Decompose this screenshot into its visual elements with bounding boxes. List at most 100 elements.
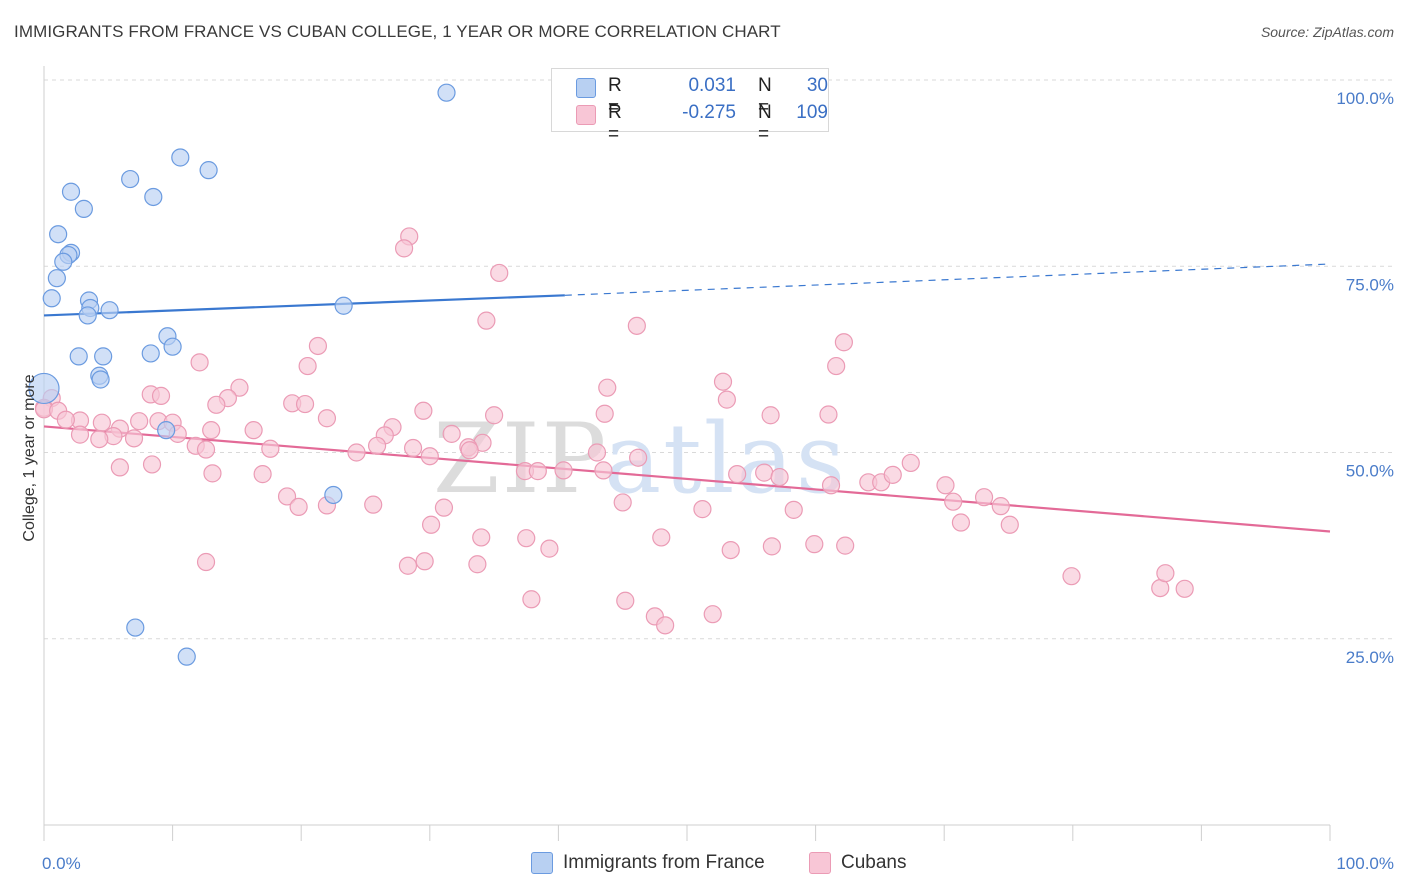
point-cubans: [836, 536, 855, 555]
point-cubans: [587, 443, 607, 462]
point-cubans: [656, 616, 675, 635]
point-cubans: [834, 333, 853, 352]
point-france: [54, 252, 73, 271]
point-france: [49, 225, 68, 244]
point-cubans: [819, 405, 838, 424]
point-cubans: [261, 439, 280, 458]
point-cubans: [56, 410, 75, 429]
point-cubans: [554, 461, 573, 480]
point-france: [47, 269, 66, 288]
point-cubans: [629, 448, 648, 467]
point-cubans: [762, 537, 781, 556]
point-france: [69, 347, 88, 366]
point-cubans: [951, 513, 971, 532]
point-france: [74, 199, 93, 218]
point-france: [42, 289, 61, 308]
point-cubans: [367, 436, 387, 455]
point-cubans: [70, 425, 90, 444]
point-cubans: [420, 447, 439, 466]
point-cubans: [92, 413, 111, 432]
point-cubans: [717, 390, 736, 409]
data-points: [28, 83, 1194, 666]
point-cubans: [277, 487, 297, 506]
source-label: Source: ZipAtlas.com: [1260, 24, 1394, 40]
point-france: [334, 296, 353, 315]
point-cubans: [652, 528, 671, 547]
point-france: [144, 187, 163, 207]
x-tick-label: 0.0%: [42, 854, 81, 873]
point-cubans: [442, 424, 461, 443]
point-cubans: [883, 465, 902, 484]
point-cubans: [522, 590, 541, 609]
point-cubans: [944, 492, 963, 511]
point-france: [61, 182, 81, 201]
point-cubans: [901, 453, 920, 473]
point-france: [157, 421, 176, 440]
point-cubans: [784, 500, 803, 519]
point-cubans: [528, 462, 547, 481]
bottom-legend-label-cubans: Cubans: [841, 852, 907, 873]
point-cubans: [244, 421, 263, 440]
point-cubans: [110, 458, 129, 477]
watermark: ZIPatlas: [433, 403, 847, 515]
legend-n-label: N =: [758, 102, 772, 145]
point-france: [437, 83, 456, 102]
point-cubans: [190, 353, 209, 372]
point-cubans: [721, 540, 740, 560]
point-cubans: [253, 465, 272, 484]
point-france: [324, 485, 343, 505]
point-cubans: [295, 394, 315, 414]
point-cubans: [298, 356, 317, 376]
point-cubans: [770, 467, 789, 487]
point-cubans: [460, 441, 479, 460]
legend-r-value: 0.031: [688, 75, 736, 96]
point-cubans: [490, 263, 509, 283]
point-cubans: [805, 535, 824, 554]
y-tick-label: 75.0%: [1346, 275, 1394, 294]
point-cubans: [974, 488, 994, 507]
point-cubans: [124, 429, 144, 448]
point-france: [100, 301, 119, 320]
correlation-legend: R = 0.031 N = 30 R = -0.275 N = 109: [551, 68, 829, 145]
trend-line-france-extension: [564, 263, 1331, 296]
tick-labels: 100.0% 75.0% 50.0% 25.0% 0.0% 100.0%: [42, 89, 1394, 873]
point-france: [141, 344, 160, 363]
point-cubans: [517, 529, 536, 548]
point-cubans: [398, 556, 418, 575]
point-france: [163, 337, 182, 356]
point-cubans: [1062, 567, 1081, 586]
point-france: [28, 372, 60, 405]
point-cubans: [317, 409, 337, 428]
point-cubans: [613, 493, 632, 512]
chart-title: IMMIGRANTS FROM FRANCE VS CUBAN COLLEGE,…: [14, 22, 781, 41]
point-cubans: [728, 465, 747, 484]
point-france: [91, 370, 110, 389]
bottom-legend-swatch-cubans: [809, 852, 831, 874]
point-cubans: [1175, 579, 1194, 598]
point-cubans: [414, 401, 433, 420]
point-cubans: [415, 552, 434, 571]
y-tick-label: 50.0%: [1346, 462, 1394, 481]
point-cubans: [472, 528, 491, 547]
x-tick-label: 100.0%: [1336, 854, 1394, 873]
y-axis-label: College, 1 year or more: [21, 374, 38, 541]
point-cubans: [421, 515, 441, 534]
point-france: [126, 618, 145, 637]
bottom-legend-label-france: Immigrants from France: [563, 852, 765, 873]
trend-lines: [43, 263, 1331, 533]
point-cubans: [347, 443, 366, 462]
trend-line-cubans: [43, 425, 1331, 533]
point-cubans: [991, 497, 1010, 516]
legend-r-label: R =: [608, 102, 622, 145]
point-cubans: [1156, 564, 1175, 583]
point-cubans: [616, 591, 635, 610]
point-cubans: [289, 497, 308, 516]
legend-r-value: -0.275: [682, 102, 736, 123]
trend-line-france: [43, 294, 565, 317]
legend-n-label: N =: [758, 75, 772, 118]
point-cubans: [403, 438, 423, 458]
legend-n-value: 109: [796, 102, 828, 123]
point-france: [94, 347, 113, 366]
legend-swatch-france: [576, 78, 596, 98]
point-cubans: [207, 395, 226, 414]
